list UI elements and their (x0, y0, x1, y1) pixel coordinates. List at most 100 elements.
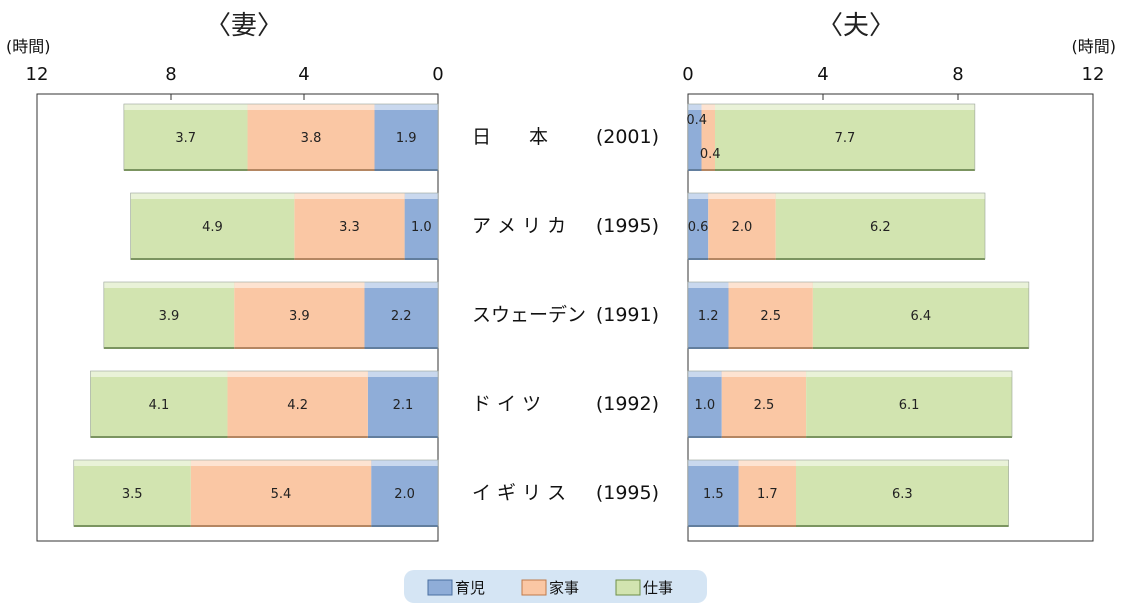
wife-tick-4: 4 (298, 64, 309, 85)
legend-label-childcare: 育児 (455, 579, 485, 597)
husband-value-label-4-housework: 1.7 (757, 487, 778, 502)
wife-bar-highlight-1-housework (294, 193, 405, 199)
wife-panel-title: 〈妻〉 (205, 11, 283, 41)
husband-bar-4-housework (738, 460, 796, 526)
wife-bar-highlight-1-childcare (404, 193, 438, 199)
wife-bar-highlight-2-childcare (364, 282, 438, 288)
husband-bar-3-housework (721, 371, 807, 437)
husband-tick-8: 8 (952, 64, 963, 85)
husband-bar-2-childcare (688, 282, 729, 348)
wife-bar-3-housework (227, 371, 368, 437)
husband-bar-highlight-1-childcare (688, 193, 709, 199)
wife-value-label-2-housework: 3.9 (289, 309, 310, 324)
wife-bar-highlight-4-childcare (371, 460, 438, 466)
husband-bar-highlight-4-work (796, 460, 1009, 466)
legend-label-housework: 家事 (549, 579, 579, 597)
husband-bar-highlight-2-housework (728, 282, 813, 288)
wife-value-label-2-work: 3.9 (159, 309, 180, 324)
wife-bar-1-work (130, 193, 295, 259)
husband-unit-label: (時間) (1072, 37, 1117, 56)
husband-value-label-3-childcare: 1.0 (695, 398, 716, 413)
husband-bar-highlight-4-housework (738, 460, 796, 466)
husband-bar-0-work (715, 104, 975, 170)
husband-bar-0-housework (701, 104, 715, 170)
husband-bar-outline-2 (687, 281, 1030, 349)
category-label-2-year: (1991) (596, 304, 659, 326)
wife-unit-label: (時間) (6, 37, 51, 56)
wife-value-label-3-housework: 4.2 (287, 398, 308, 413)
category-label-2-name: スウェーデン (472, 304, 586, 326)
husband-panel-title: 〈夫〉 (817, 11, 895, 41)
wife-bar-0-childcare (374, 104, 438, 170)
wife-bar-highlight-0-work (123, 104, 248, 110)
wife-tick-12: 12 (26, 64, 49, 85)
husband-value-label-1-childcare: 0.6 (688, 220, 709, 235)
husband-bar-outline-0 (687, 103, 976, 171)
husband-value-label-2-childcare: 1.2 (698, 309, 719, 324)
husband-bar-4-childcare (688, 460, 739, 526)
category-labels: 日 本 (2001) ア メ リ カ (1995) スウェーデン (1991) … (472, 126, 659, 504)
husband-bar-1-work (775, 193, 985, 259)
wife-tick-8: 8 (165, 64, 176, 85)
wife-bar-3-work (90, 371, 228, 437)
legend-swatch-childcare (427, 579, 453, 596)
legend-swatch-housework (521, 579, 547, 596)
husband-bar-2-work (812, 282, 1029, 348)
wife-bar-highlight-0-housework (247, 104, 375, 110)
husband-bar-0-childcare (688, 104, 702, 170)
wife-bar-4-childcare (371, 460, 438, 526)
wife-bars: 1.9 3.8 3.7 1.0 3.3 4.9 2.2 3.9 3.9 2.1 4.2 4.1 2.0 5… (73, 103, 439, 527)
husband-bar-3-childcare (688, 371, 722, 437)
wife-bar-outline-3 (90, 370, 439, 438)
category-label-1-name: ア メ リ カ (472, 215, 566, 237)
wife-bar-highlight-3-work (90, 371, 228, 377)
wife-bar-4-housework (190, 460, 372, 526)
husband-value-label-1-housework: 2.0 (732, 220, 753, 235)
husband-bar-highlight-2-work (812, 282, 1029, 288)
husband-bar-1-childcare (688, 193, 709, 259)
wife-value-label-2-childcare: 2.2 (391, 309, 412, 324)
husband-value-label-0-work: 7.7 (835, 131, 856, 146)
legend: 育児 家事 仕事 (404, 570, 707, 603)
husband-value-label-1-work: 6.2 (870, 220, 891, 235)
husband-bar-outline-1 (687, 192, 986, 260)
wife-bar-highlight-1-work (130, 193, 295, 199)
wife-bar-outline-1 (130, 192, 439, 260)
wife-bar-outline-0 (123, 103, 439, 171)
husband-bar-2-housework (728, 282, 813, 348)
wife-value-label-1-work: 4.9 (202, 220, 223, 235)
husband-value-label-2-work: 6.4 (911, 309, 932, 324)
husband-bar-outline-4 (687, 459, 1009, 527)
husband-bar-highlight-0-housework (701, 104, 715, 110)
husband-value-label-3-housework: 2.5 (754, 398, 775, 413)
wife-bar-3-childcare (367, 371, 438, 437)
husband-value-label-0-housework: 0.4 (700, 147, 721, 162)
wife-value-label-0-childcare: 1.9 (396, 131, 417, 146)
wife-value-label-1-childcare: 1.0 (411, 220, 432, 235)
wife-bar-highlight-2-work (103, 282, 235, 288)
husband-tick-12: 12 (1082, 64, 1105, 85)
wife-bar-4-work (73, 460, 191, 526)
wife-bar-highlight-0-childcare (374, 104, 438, 110)
husband-bar-highlight-0-childcare (688, 104, 702, 110)
husband-bar-highlight-3-childcare (688, 371, 722, 377)
category-label-1-year: (1995) (596, 215, 659, 237)
husband-bar-3-work (806, 371, 1012, 437)
wife-bar-0-work (123, 104, 248, 170)
category-label-4-name: イ ギ リ ス (472, 482, 566, 504)
wife-bar-1-childcare (404, 193, 438, 259)
wife-value-label-4-work: 3.5 (122, 487, 143, 502)
husband-bar-highlight-0-work (715, 104, 975, 110)
category-label-0-name: 日 本 (472, 126, 548, 148)
category-label-3-year: (1992) (596, 393, 659, 415)
wife-value-label-3-work: 4.1 (149, 398, 170, 413)
wife-value-label-1-housework: 3.3 (339, 220, 360, 235)
husband-bar-highlight-4-childcare (688, 460, 739, 466)
husband-value-label-4-work: 6.3 (892, 487, 913, 502)
wife-bar-outline-4 (73, 459, 439, 527)
husband-bar-highlight-3-work (806, 371, 1012, 377)
husband-tick-0: 0 (682, 64, 693, 85)
wife-tick-0: 0 (432, 64, 443, 85)
wife-value-label-3-childcare: 2.1 (393, 398, 414, 413)
